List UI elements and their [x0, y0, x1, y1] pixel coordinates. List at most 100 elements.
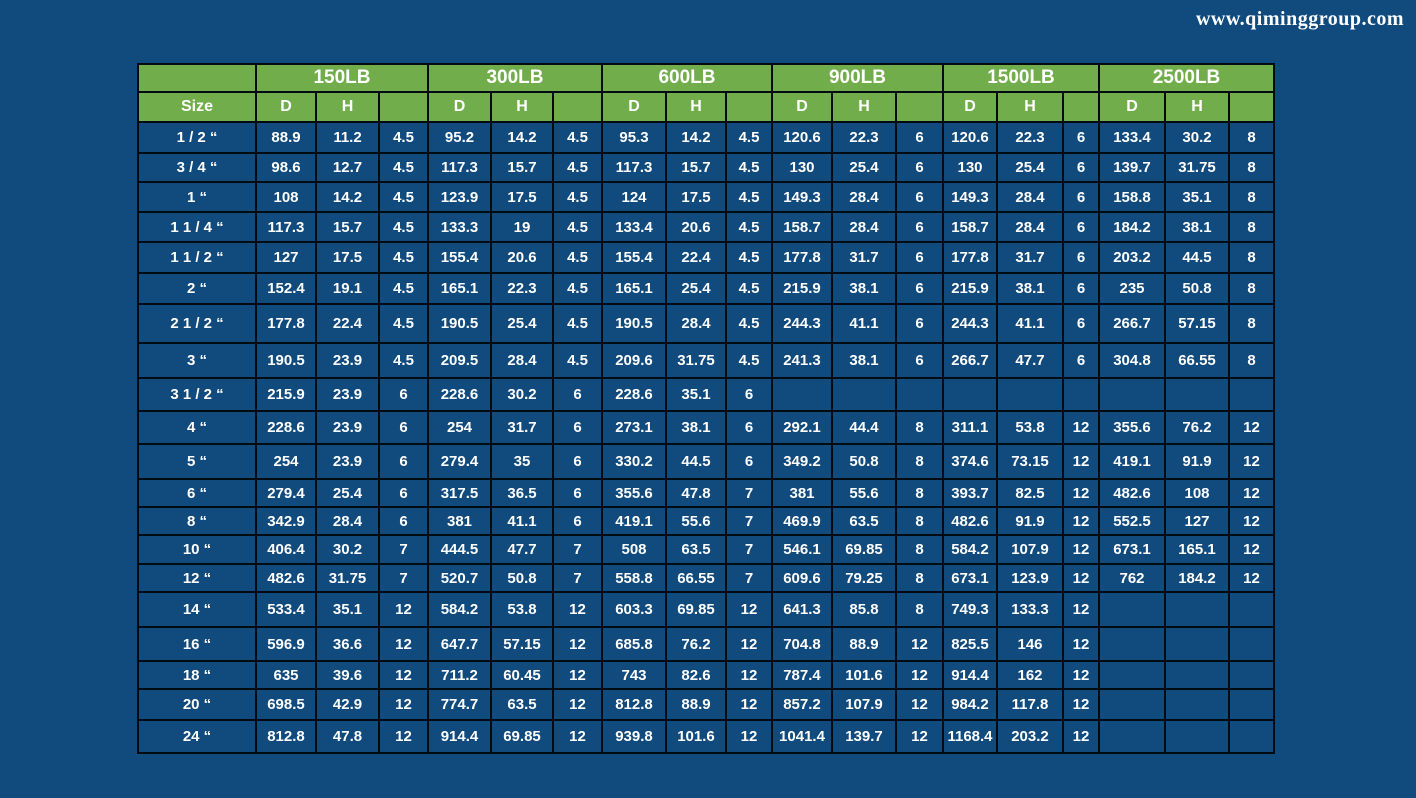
table-cell: 4.5: [725, 241, 773, 274]
table-cell: 203.2: [1098, 241, 1166, 274]
table-cell: 6: [552, 377, 603, 412]
table-cell: [996, 377, 1064, 412]
table-cell: 57.15: [1164, 303, 1230, 344]
table-cell: 419.1: [601, 506, 667, 536]
sub-header-row: Size D H D H D H D H D H D H: [137, 91, 1275, 123]
table-cell: 393.7: [942, 478, 998, 508]
table-cell: 12: [895, 660, 944, 690]
table-cell: 165.1: [427, 272, 492, 305]
table-cell: 133.4: [601, 211, 667, 243]
table-cell: 787.4: [771, 660, 833, 690]
table-cell: 165.1: [1164, 534, 1230, 565]
table-cell: 317.5: [427, 478, 492, 508]
table-cell: 8: [1228, 121, 1275, 154]
size-cell: 1 1 / 4 “: [137, 211, 257, 243]
table-cell: 8: [1228, 181, 1275, 213]
sub-header-d: D: [427, 91, 492, 123]
table-cell: [1164, 626, 1230, 662]
table-cell: 184.2: [1098, 211, 1166, 243]
table-cell: 552.5: [1098, 506, 1166, 536]
table-cell: 53.8: [996, 410, 1064, 445]
table-cell: 4.5: [378, 152, 429, 183]
size-cell: 4 “: [137, 410, 257, 445]
table-cell: 603.3: [601, 591, 667, 628]
table-cell: 419.1: [1098, 443, 1166, 480]
table-cell: 8: [895, 563, 944, 593]
sub-header-h: H: [831, 91, 897, 123]
table-cell: 7: [725, 506, 773, 536]
table-cell: 15.7: [490, 152, 554, 183]
table-cell: 12: [552, 660, 603, 690]
table-cell: 673.1: [1098, 534, 1166, 565]
table-cell: 36.5: [490, 478, 554, 508]
table-cell: 155.4: [601, 241, 667, 274]
table-cell: 330.2: [601, 443, 667, 480]
table-cell: 190.5: [255, 342, 317, 379]
table-cell: 190.5: [427, 303, 492, 344]
table-cell: 88.9: [665, 688, 727, 721]
table-cell: 711.2: [427, 660, 492, 690]
table-cell: 130: [771, 152, 833, 183]
table-cell: [1098, 719, 1166, 754]
table-cell: 12: [552, 591, 603, 628]
table-cell: 35.1: [1164, 181, 1230, 213]
table-cell: 482.6: [1098, 478, 1166, 508]
table-cell: 85.8: [831, 591, 897, 628]
table-cell: 635: [255, 660, 317, 690]
table-cell: 66.55: [665, 563, 727, 593]
table-cell: [1164, 660, 1230, 690]
table-cell: 50.8: [1164, 272, 1230, 305]
table-cell: [1098, 688, 1166, 721]
table-cell: 91.9: [996, 506, 1064, 536]
table-cell: 311.1: [942, 410, 998, 445]
table-cell: 17.5: [665, 181, 727, 213]
pressure-class-header-row: 150LB 300LB 600LB 900LB 1500LB 2500LB: [137, 63, 1275, 93]
table-cell: 762: [1098, 563, 1166, 593]
table-cell: 6: [895, 272, 944, 305]
table-cell: 508: [601, 534, 667, 565]
table-row: 14 “533.4 35.1 12 584.2 53.8 12 603.3 69.85 12 64…: [137, 591, 1275, 628]
table-cell: 91.9: [1164, 443, 1230, 480]
table-cell: 190.5: [601, 303, 667, 344]
table-cell: 279.4: [255, 478, 317, 508]
table-cell: 8: [1228, 152, 1275, 183]
table-cell: 19.1: [315, 272, 380, 305]
table-cell: 673.1: [942, 563, 998, 593]
table-cell: [1228, 719, 1275, 754]
sub-header-blank: [378, 91, 429, 123]
table-cell: 158.7: [942, 211, 998, 243]
table-cell: [942, 377, 998, 412]
table-cell: 914.4: [942, 660, 998, 690]
table-cell: [1098, 626, 1166, 662]
sub-header-d: D: [771, 91, 833, 123]
table-cell: 127: [255, 241, 317, 274]
table-cell: 228.6: [601, 377, 667, 412]
table-cell: 304.8: [1098, 342, 1166, 379]
sub-header-d: D: [601, 91, 667, 123]
table-cell: 12: [1062, 688, 1100, 721]
table-cell: [1164, 719, 1230, 754]
table-cell: 6: [895, 152, 944, 183]
table-cell: 12: [378, 626, 429, 662]
table-cell: 31.7: [996, 241, 1064, 274]
table-cell: 235: [1098, 272, 1166, 305]
table-cell: 8: [895, 478, 944, 508]
table-cell: 812.8: [255, 719, 317, 754]
table-cell: 914.4: [427, 719, 492, 754]
size-cell: 3 “: [137, 342, 257, 379]
table-cell: 4.5: [378, 342, 429, 379]
table-cell: 133.3: [427, 211, 492, 243]
table-cell: 584.2: [942, 534, 998, 565]
table-cell: 12: [1062, 591, 1100, 628]
table-cell: 8: [1228, 272, 1275, 305]
table-cell: 39.6: [315, 660, 380, 690]
table-cell: 6: [378, 478, 429, 508]
table-cell: 12: [1062, 626, 1100, 662]
table-row: 5 “254 23.9 6 279.4 35 6 330.2 44.5 6 349.2 50.8 8 3…: [137, 443, 1275, 480]
table-cell: 209.6: [601, 342, 667, 379]
table-cell: 139.7: [1098, 152, 1166, 183]
size-cell: 20 “: [137, 688, 257, 721]
table-cell: 355.6: [1098, 410, 1166, 445]
table-cell: 266.7: [1098, 303, 1166, 344]
table-cell: 4.5: [552, 303, 603, 344]
